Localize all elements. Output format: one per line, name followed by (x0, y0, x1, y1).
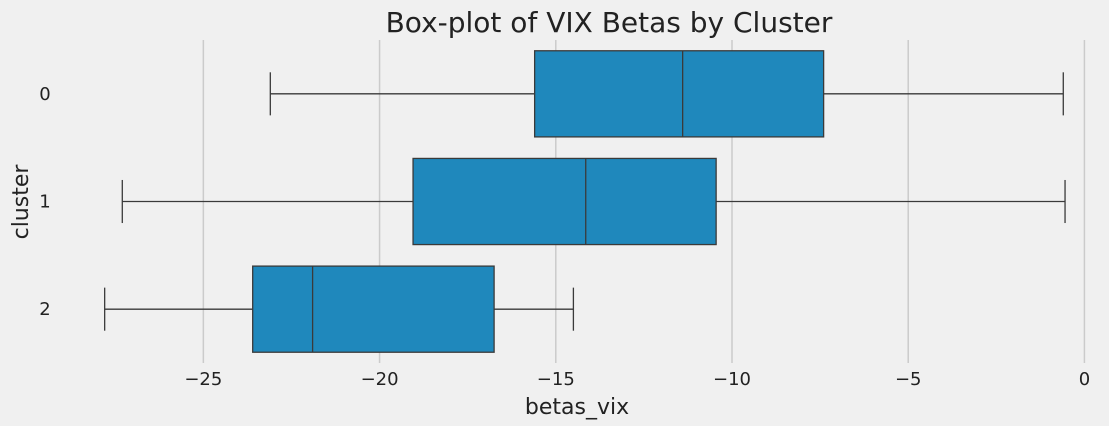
y-tick-label: 1 (39, 192, 50, 213)
box-cluster-1 (121, 157, 1066, 246)
iqr-box (533, 50, 825, 138)
y-tick-label: 2 (39, 299, 50, 320)
x-tick-label: −10 (713, 369, 751, 390)
iqr-box (412, 157, 717, 246)
y-tick-label: 0 (39, 84, 50, 105)
x-tick-label: −25 (184, 369, 222, 390)
y-axis-label: cluster (9, 164, 34, 240)
x-tick-label: 0 (1079, 369, 1090, 390)
x-tick-label: −20 (361, 369, 399, 390)
x-tick-label: −5 (895, 369, 922, 390)
x-axis-label: betas_vix (525, 395, 629, 420)
box-cluster-2 (104, 265, 575, 353)
y-tick-labels: 0 1 2 (39, 84, 50, 320)
iqr-box (252, 265, 495, 353)
x-tick-labels: −25 −20 −15 −10 −5 0 (184, 369, 1090, 390)
box-cluster-0 (269, 50, 1064, 138)
box-layer (104, 50, 1066, 353)
chart-title: Box-plot of VIX Betas by Cluster (386, 6, 833, 39)
x-tick-label: −15 (537, 369, 575, 390)
